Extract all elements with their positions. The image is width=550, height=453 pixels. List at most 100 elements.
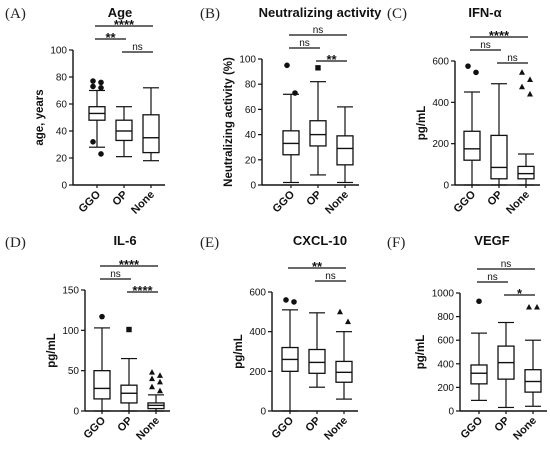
significance-bracket: ns <box>122 42 153 53</box>
y-tick-label: 40 <box>56 127 68 138</box>
y-tick-label: 80 <box>56 73 68 84</box>
significance-label: ns <box>299 38 310 49</box>
panel-letter: (F) <box>387 235 405 251</box>
y-tick-label: 50 <box>68 366 80 377</box>
y-axis-label: age, years <box>34 89 46 145</box>
significance-bracket: ns <box>100 269 131 280</box>
box-none <box>335 308 353 400</box>
iqr-box <box>309 120 327 147</box>
significance-bracket: ** <box>316 52 347 67</box>
y-tick-label: 150 <box>62 286 79 297</box>
y-tick-label: 400 <box>249 327 266 338</box>
significance-label: * <box>517 286 523 301</box>
box-ggo <box>463 63 481 186</box>
outlier-point <box>345 318 351 325</box>
significance-label: **** <box>489 28 510 43</box>
box-none <box>336 106 354 184</box>
y-tick-label: 0 <box>250 181 256 192</box>
x-tick-label: OP <box>492 415 512 435</box>
x-tick-label: GGO <box>451 188 478 215</box>
y-tick-label: 400 <box>432 98 449 109</box>
outlier-point <box>534 303 540 310</box>
panel-title: VEGF <box>474 233 509 248</box>
panel-1: (B) Neutralizing activity 0 20 40 60 80 100 Neut… <box>200 5 382 217</box>
outlier-point <box>283 297 289 303</box>
y-axis-label: pg/mL <box>46 333 58 368</box>
significance-bracket: ns <box>315 271 346 282</box>
y-tick-label: 60 <box>245 105 257 116</box>
box-none <box>147 369 165 412</box>
x-tick-label: OP <box>115 415 135 435</box>
y-tick-label: 40 <box>245 130 257 141</box>
y-axis-label: pg/mL <box>233 334 245 369</box>
box-ggo <box>88 78 106 157</box>
y-axis-label: Neutralizing activity (%) <box>223 57 235 187</box>
y-tick-label: 60 <box>56 100 68 111</box>
box-op <box>490 83 508 186</box>
outlier-point <box>90 78 96 84</box>
box-ggo <box>470 298 488 401</box>
y-tick-label: 200 <box>432 139 449 150</box>
outlier-point <box>519 69 525 75</box>
x-tick-label: None <box>134 415 162 443</box>
significance-label: **** <box>114 17 135 32</box>
panel-letter: (B) <box>200 6 220 22</box>
outlier-point <box>315 65 321 71</box>
y-tick-label: 200 <box>249 367 266 378</box>
significance-label: ** <box>312 259 323 274</box>
significance-bracket: ns <box>470 40 501 51</box>
x-tick-label: OP <box>304 189 324 209</box>
x-tick-label: GGO <box>81 414 108 441</box>
box-ggo <box>281 297 299 412</box>
x-tick-label: OP <box>485 189 505 209</box>
significance-bracket: ns <box>289 38 320 49</box>
y-tick-label: 100 <box>62 326 79 337</box>
y-tick-label: 20 <box>56 154 68 165</box>
x-tick-label: None <box>129 189 157 217</box>
significance-label: ** <box>105 30 116 45</box>
x-tick-label: None <box>322 415 350 443</box>
panel-5: (F) VEGF 0 200 400 600 800 1000 pg/mL GGO OP None ns… <box>387 233 547 443</box>
iqr-box <box>463 130 481 161</box>
panel-0: (A) Age 0 20 40 60 80 100 age, years GGO OP None ***… <box>5 5 165 217</box>
outlier-point <box>284 62 290 69</box>
outlier-point <box>98 151 104 157</box>
significance-bracket: ns <box>289 25 347 36</box>
panel-title: Age <box>108 5 133 20</box>
x-tick-label: GGO <box>269 414 296 441</box>
outlier-point <box>157 372 163 378</box>
outlier-point <box>337 308 343 315</box>
outlier-point <box>519 83 525 90</box>
iqr-box <box>142 114 160 154</box>
outlier-point <box>473 69 479 76</box>
y-tick-label: 100 <box>239 55 256 66</box>
outlier-point <box>98 85 104 91</box>
box-none <box>517 69 535 186</box>
y-tick-label: 0 <box>443 181 449 192</box>
significance-label: ns <box>487 272 498 283</box>
y-tick-label: 0 <box>61 181 67 192</box>
panel-title: Neutralizing activity <box>259 5 383 20</box>
outlier-point <box>157 378 163 385</box>
outlier-point <box>98 79 104 86</box>
y-tick-label: 800 <box>437 312 454 323</box>
outlier-point <box>90 83 96 90</box>
significance-label: **** <box>119 257 140 272</box>
iqr-box <box>93 370 111 400</box>
significance-bracket: **** <box>100 257 158 272</box>
panel-letter: (D) <box>5 235 26 251</box>
significance-bracket: ns <box>477 272 508 283</box>
outlier-point <box>149 375 155 382</box>
panel-letter: (A) <box>5 6 26 22</box>
significance-label: ns <box>132 42 143 53</box>
box-ggo <box>93 313 111 412</box>
panel-title: CXCL-10 <box>293 233 347 248</box>
outlier-point <box>99 313 105 320</box>
outlier-point <box>157 387 163 394</box>
outlier-point <box>527 90 533 97</box>
significance-bracket: ** <box>95 30 126 45</box>
x-tick-label: None <box>511 415 539 443</box>
significance-label: ns <box>501 259 512 270</box>
